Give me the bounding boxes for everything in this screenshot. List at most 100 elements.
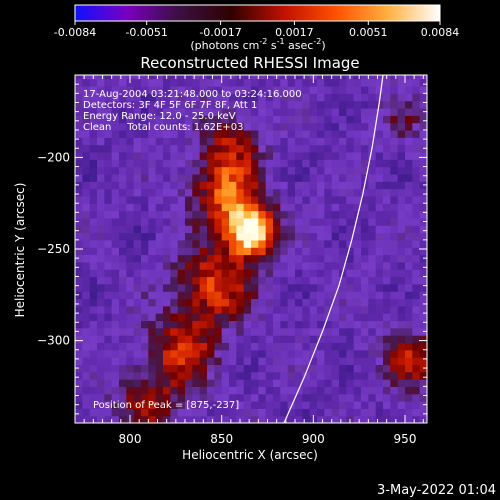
heatmap-cell — [192, 327, 201, 336]
heatmap-cell — [309, 188, 318, 197]
heatmap-cell — [346, 261, 355, 270]
heatmap-cell — [331, 386, 340, 395]
colorbar: -0.0084 -0.0051 -0.0017 0.0017 0.0051 0.0084 … — [54, 4, 459, 52]
heatmap-cell — [111, 85, 120, 94]
heatmap-cell — [155, 408, 164, 417]
heatmap-cell — [155, 203, 164, 212]
heatmap-cell — [199, 401, 208, 409]
heatmap-cell — [295, 335, 303, 344]
heatmap-cell — [97, 298, 105, 307]
heatmap-cell — [214, 181, 223, 190]
heatmap-cell — [229, 100, 237, 109]
heatmap-cell — [119, 122, 127, 131]
heatmap-cell — [331, 239, 340, 248]
heatmap-cell — [412, 254, 421, 263]
heatmap-cell — [75, 75, 83, 80]
heatmap-cell — [207, 254, 215, 263]
heatmap-cell — [75, 151, 83, 160]
heatmap-cell — [317, 188, 325, 197]
heatmap-cell — [221, 225, 230, 234]
heatmap-cell — [229, 151, 237, 160]
heatmap-cell — [155, 144, 164, 153]
heatmap-cell — [104, 254, 113, 263]
heatmap-cell — [419, 93, 427, 102]
heatmap-cell — [419, 173, 427, 182]
heatmap-cell — [148, 122, 157, 131]
heatmap-cell — [368, 371, 377, 380]
heatmap-cell — [331, 254, 340, 263]
heatmap-cell — [368, 261, 377, 270]
heatmap-cell — [375, 291, 384, 300]
heatmap-cell — [126, 137, 135, 146]
heatmap-cell — [104, 75, 113, 80]
heatmap-cell — [243, 305, 252, 314]
heatmap-cell — [75, 342, 83, 351]
heatmap-cell — [207, 75, 215, 80]
heatmap-cell — [119, 371, 127, 380]
heatmap-cell — [302, 166, 311, 175]
heatmap-cell — [111, 320, 120, 329]
heatmap-cell — [287, 320, 296, 329]
heatmap-cell — [243, 239, 252, 248]
heatmap-cell — [302, 291, 311, 300]
heatmap-cell — [368, 349, 377, 358]
heatmap-cell — [331, 85, 340, 94]
heatmap-cell — [89, 408, 98, 417]
heatmap-cell — [302, 159, 311, 168]
heatmap-cell — [251, 217, 259, 226]
heatmap-cell — [361, 100, 369, 109]
heatmap-cell — [405, 342, 413, 351]
heatmap-cell — [273, 129, 281, 138]
heatmap-cell — [229, 261, 237, 270]
heatmap-cell — [251, 320, 259, 329]
heatmap-cell — [265, 283, 274, 292]
heatmap-cell — [82, 232, 91, 241]
heatmap-cell — [229, 364, 237, 373]
heatmap-cell — [258, 151, 267, 160]
heatmap-cell — [141, 401, 149, 409]
heatmap-cell — [104, 386, 113, 395]
heatmap-cell — [353, 100, 362, 109]
heatmap-cell — [273, 107, 281, 116]
heatmap-cell — [243, 342, 252, 351]
heatmap-cell — [361, 188, 369, 197]
heatmap-cell — [229, 166, 237, 175]
heatmap-cell — [126, 276, 135, 285]
heatmap-cell — [302, 122, 311, 131]
heatmap-cell — [419, 195, 427, 204]
heatmap-cell — [346, 210, 355, 219]
heatmap-cell — [170, 261, 179, 270]
heatmap-cell — [214, 415, 223, 423]
heatmap-cell — [331, 122, 340, 131]
peak-position-label: Position of Peak = [875,-237] — [93, 400, 239, 411]
heatmap-cell — [390, 269, 399, 278]
heatmap-cell — [111, 298, 120, 307]
heatmap-cell — [185, 320, 193, 329]
heatmap-cell — [185, 188, 193, 197]
heatmap-cell — [97, 210, 105, 219]
heatmap-cell — [405, 349, 413, 358]
heatmap-cell — [207, 144, 215, 153]
heatmap-cell — [199, 107, 208, 116]
heatmap-cell — [133, 371, 142, 380]
heatmap-cell — [170, 320, 179, 329]
heatmap-cell — [148, 85, 157, 94]
heatmap-cell — [207, 239, 215, 248]
heatmap-cell — [104, 137, 113, 146]
heatmap-cell — [309, 210, 318, 219]
heatmap-cell — [170, 217, 179, 226]
heatmap-cell — [331, 401, 340, 409]
heatmap-cell — [412, 313, 421, 322]
heatmap-cell — [375, 335, 384, 344]
heatmap-cell — [339, 291, 347, 300]
heatmap-cell — [302, 217, 311, 226]
heatmap-cell — [192, 239, 201, 248]
heatmap-cell — [331, 210, 340, 219]
heatmap-cell — [236, 181, 245, 190]
heatmap-cell — [361, 298, 369, 307]
heatmap-cell — [324, 349, 333, 358]
heatmap-cell — [295, 225, 303, 234]
heatmap-cell — [163, 386, 171, 395]
heatmap-cell — [265, 100, 274, 109]
heatmap-cell — [148, 247, 157, 256]
